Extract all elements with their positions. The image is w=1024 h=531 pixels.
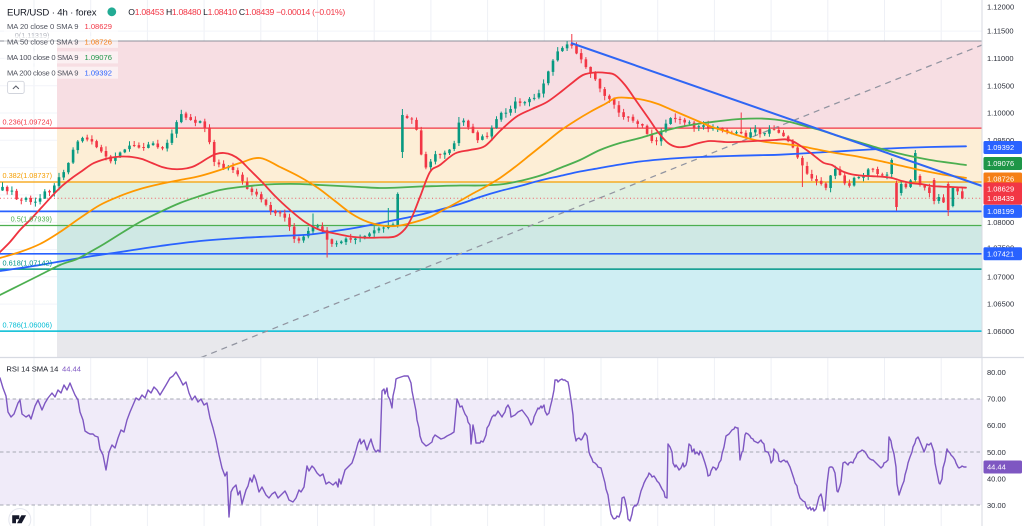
svg-text:44.44: 44.44 (987, 463, 1006, 472)
svg-text:1.09392: 1.09392 (85, 69, 112, 78)
svg-text:44.44: 44.44 (62, 365, 81, 374)
svg-text:1.08000: 1.08000 (987, 218, 1014, 227)
svg-text:1.06500: 1.06500 (987, 300, 1014, 309)
svg-text:1.07421: 1.07421 (987, 249, 1014, 258)
svg-text:0(1.11319): 0(1.11319) (15, 31, 50, 40)
svg-text:MA 100 close 0 SMA 9: MA 100 close 0 SMA 9 (7, 53, 79, 62)
svg-text:50.00: 50.00 (987, 448, 1006, 457)
svg-text:1.07000: 1.07000 (987, 272, 1014, 281)
svg-text:1.08199: 1.08199 (987, 207, 1014, 216)
svg-text:0.618(1.07142): 0.618(1.07142) (3, 258, 53, 267)
svg-text:1.09076: 1.09076 (85, 53, 112, 62)
svg-text:1.08629: 1.08629 (85, 22, 112, 31)
svg-text:1.09392: 1.09392 (987, 143, 1014, 152)
svg-text:0.5(1.07939): 0.5(1.07939) (11, 215, 52, 224)
svg-text:1.12000: 1.12000 (987, 3, 1014, 12)
svg-text:80.00: 80.00 (987, 368, 1006, 377)
svg-text:1.10500: 1.10500 (987, 81, 1014, 90)
svg-text:70.00: 70.00 (987, 395, 1006, 404)
svg-text:1.08629: 1.08629 (987, 185, 1014, 194)
svg-text:0.786(1.06006): 0.786(1.06006) (3, 320, 53, 329)
svg-text:60.00: 60.00 (987, 421, 1006, 430)
svg-text:1.09076: 1.09076 (987, 159, 1014, 168)
svg-text:EUR/USD · 4h · forex: EUR/USD · 4h · forex (7, 7, 97, 18)
svg-text:1.06000: 1.06000 (987, 327, 1014, 336)
svg-text:O1.08453 H1.08480 L1.08410 C1.: O1.08453 H1.08480 L1.08410 C1.08439 −0.0… (128, 7, 345, 17)
svg-text:MA 50 close 0 SMA 9: MA 50 close 0 SMA 9 (7, 38, 79, 47)
svg-text:1.10000: 1.10000 (987, 109, 1014, 118)
svg-text:MA 200 close 0 SMA 9: MA 200 close 0 SMA 9 (7, 69, 79, 78)
svg-text:1.08439: 1.08439 (987, 194, 1014, 203)
svg-text:1.08726: 1.08726 (987, 175, 1014, 184)
svg-text:0.236(1.09724): 0.236(1.09724) (3, 117, 53, 126)
svg-text:RSI 14 SMA 14: RSI 14 SMA 14 (6, 365, 58, 374)
svg-text:1.11000: 1.11000 (987, 54, 1014, 63)
svg-text:1.09500: 1.09500 (987, 136, 1014, 145)
svg-text:1.08726: 1.08726 (85, 38, 112, 47)
svg-text:30.00: 30.00 (987, 501, 1006, 510)
svg-text:0.382(1.08737): 0.382(1.08737) (3, 171, 53, 180)
svg-text:MA 20 close 0 SMA 9: MA 20 close 0 SMA 9 (7, 22, 79, 31)
svg-text:1.11500: 1.11500 (987, 27, 1014, 36)
svg-text:40.00: 40.00 (987, 474, 1006, 483)
